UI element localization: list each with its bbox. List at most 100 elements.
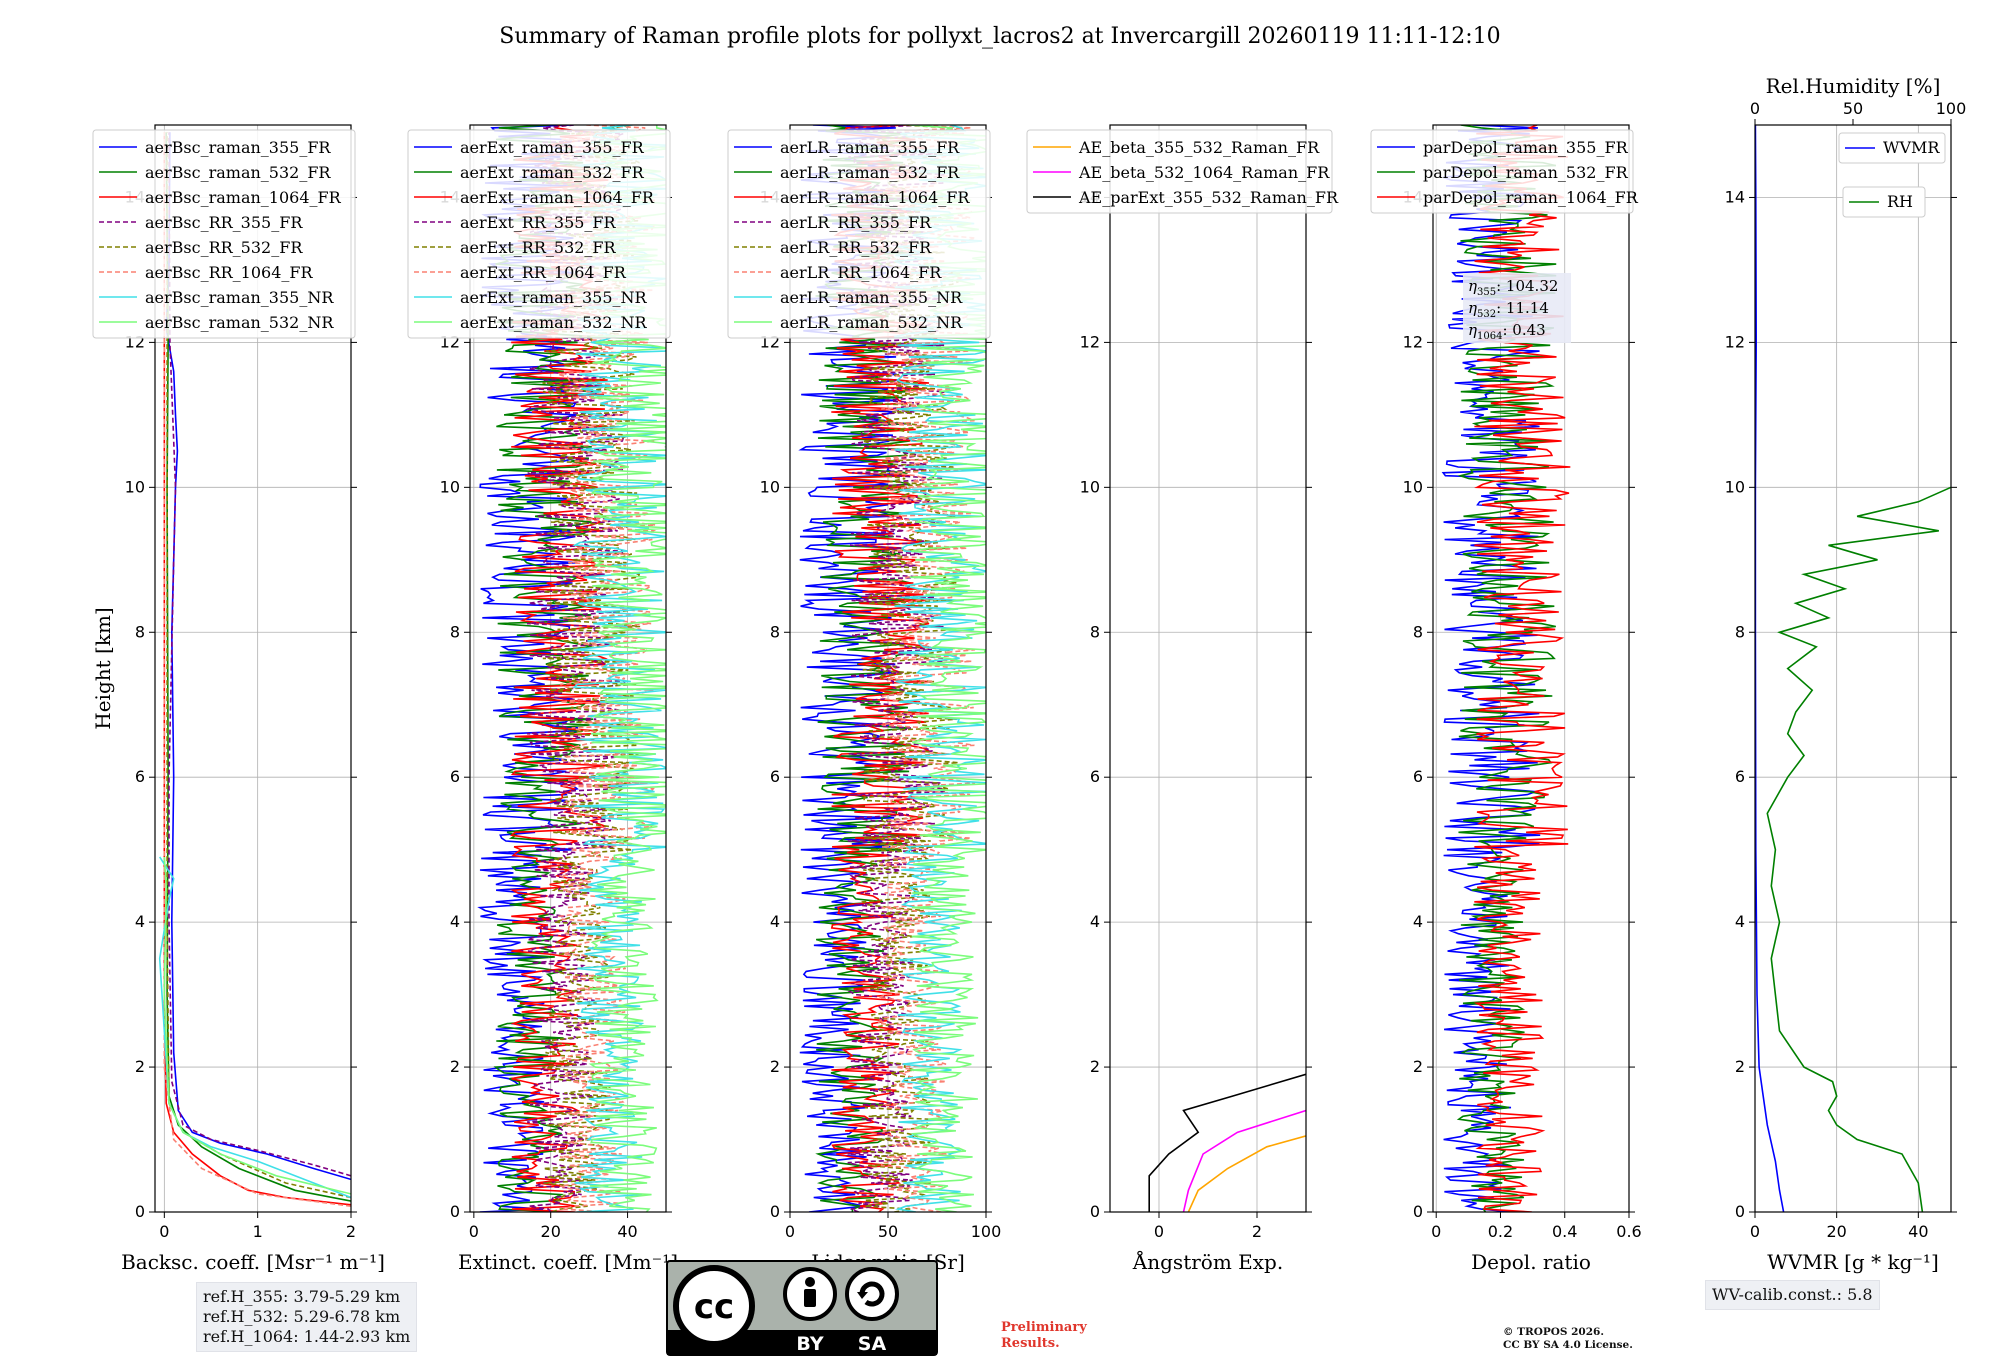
x-tick-label: 0.6 bbox=[1616, 1222, 1641, 1241]
legend: AE_beta_355_532_Raman_FR AE_beta_532_1064… bbox=[1026, 129, 1339, 214]
legend-label: aerExt_raman_532_FR bbox=[460, 163, 645, 182]
legend: aerLR_raman_355_FR aerLR_raman_532_FR aerL… bbox=[727, 129, 991, 339]
legend: aerBsc_raman_355_FR aerBsc_raman_532_FRae… bbox=[92, 129, 356, 339]
y-tick-label: 2 bbox=[770, 1057, 780, 1076]
y-tick-label: 2 bbox=[450, 1057, 460, 1076]
legend-label: AE_parExt_355_532_Raman_FR bbox=[1078, 188, 1339, 207]
y-tick-label: 0 bbox=[1413, 1202, 1423, 1221]
y-tick-label: 8 bbox=[1735, 622, 1745, 641]
legend-frame bbox=[1842, 186, 1926, 218]
y-tick-label: 8 bbox=[135, 622, 145, 641]
y-tick-label: 0 bbox=[1090, 1202, 1100, 1221]
ref-height-532: ref.H_532: 5.29-6.78 km bbox=[203, 1307, 401, 1326]
legend-label: aerExt_RR_532_FR bbox=[460, 238, 617, 257]
legend-label: parDepol_raman_532_FR bbox=[1423, 163, 1629, 182]
x-tick-label: 40 bbox=[617, 1222, 637, 1241]
x-tick-label: 0.4 bbox=[1552, 1222, 1577, 1241]
plot-area bbox=[158, 132, 351, 1207]
legend-label: AE_beta_532_1064_Raman_FR bbox=[1078, 163, 1330, 182]
y-tick-label: 10 bbox=[760, 477, 780, 496]
legend-label: aerLR_raman_1064_FR bbox=[780, 188, 970, 207]
legend-label: aerLR_raman_355_FR bbox=[780, 138, 960, 157]
copyright-note: © TROPOS 2026. CC BY SA 4.0 License. bbox=[1503, 1326, 1633, 1351]
ref-height-1064: ref.H_1064: 1.44-2.93 km bbox=[203, 1327, 411, 1346]
legend-label: aerBsc_raman_532_FR bbox=[145, 163, 331, 182]
legend-RH: RH bbox=[1842, 186, 1926, 218]
cc-license-badge: cc BY SA bbox=[666, 1260, 938, 1356]
legend-label: aerExt_raman_1064_FR bbox=[460, 188, 655, 207]
panel-ae: 0202468101214Ångström Exp.AE_beta_355_53… bbox=[1026, 124, 1339, 1274]
legend-label: aerBsc_RR_355_FR bbox=[145, 213, 303, 232]
y-tick-label: 4 bbox=[1413, 912, 1423, 931]
plot-area bbox=[1755, 125, 1951, 1212]
legend-label: aerBsc_raman_355_FR bbox=[145, 138, 331, 157]
legend-label: aerExt_raman_355_NR bbox=[460, 288, 648, 307]
legend-label: RH bbox=[1887, 192, 1913, 211]
axes-frame bbox=[154, 124, 352, 1213]
y-tick-label: 6 bbox=[1413, 767, 1423, 786]
series-RH bbox=[1766, 486, 1951, 1212]
legend-label: aerLR_RR_1064_FR bbox=[780, 263, 942, 282]
legend-label: aerLR_RR_355_FR bbox=[780, 213, 932, 232]
top-x-tick-label: 100 bbox=[1936, 99, 1967, 118]
top-x-axis-label: Rel.Humidity [%] bbox=[1766, 74, 1941, 98]
x-tick-label: 2 bbox=[1252, 1222, 1262, 1241]
legend-frame bbox=[92, 129, 356, 339]
y-tick-label: 10 bbox=[125, 477, 145, 496]
ref-height-box: ref.H_355: 3.79-5.29 km ref.H_532: 5.29-… bbox=[196, 1282, 418, 1352]
plot-area bbox=[1148, 1073, 1306, 1212]
legend-label: aerLR_RR_532_FR bbox=[780, 238, 932, 257]
y-tick-label: 12 bbox=[1080, 332, 1100, 351]
legend-frame bbox=[1370, 129, 1634, 214]
legend-label: aerExt_raman_355_FR bbox=[460, 138, 645, 157]
y-tick-label: 6 bbox=[770, 767, 780, 786]
x-tick-label: 2 bbox=[346, 1222, 356, 1241]
legend-label: aerBsc_RR_532_FR bbox=[145, 238, 303, 257]
legend-label: aerExt_RR_355_FR bbox=[460, 213, 617, 232]
x-axis-label: Extinct. coeff. [Mm⁻¹] bbox=[458, 1250, 678, 1274]
legend-label: aerBsc_raman_355_NR bbox=[145, 288, 334, 307]
x-tick-label: 0 bbox=[1154, 1222, 1164, 1241]
panel-depol: 00.20.40.602468101214Depol. ratioparDepo… bbox=[1370, 124, 1642, 1274]
series-AE_parExt_355_532_Raman_FR bbox=[1148, 1073, 1306, 1212]
legend-label: aerLR_raman_532_NR bbox=[780, 313, 963, 332]
legend-label: aerExt_RR_1064_FR bbox=[460, 263, 627, 282]
series-AE_beta_355_532_Raman_FR bbox=[1187, 1135, 1306, 1212]
y-tick-label: 6 bbox=[1090, 767, 1100, 786]
y-tick-label: 4 bbox=[135, 912, 145, 931]
legend-label: AE_beta_355_532_Raman_FR bbox=[1078, 138, 1320, 157]
annotation-frame bbox=[1463, 273, 1571, 343]
legend-frame bbox=[1838, 132, 1946, 164]
eta-value: η1064: 0.43 bbox=[1468, 321, 1546, 342]
legend-label: aerBsc_raman_532_NR bbox=[145, 313, 334, 332]
x-tick-label: 0.2 bbox=[1488, 1222, 1513, 1241]
axes-frame bbox=[469, 124, 667, 1213]
copyright-line-2: CC BY SA 4.0 License. bbox=[1503, 1338, 1633, 1351]
series-aerBsc_raman_532_NR bbox=[163, 856, 351, 1195]
y-tick-label: 0 bbox=[1735, 1202, 1745, 1221]
copyright-line-1: © TROPOS 2026. bbox=[1503, 1326, 1605, 1338]
x-tick-label: 40 bbox=[1908, 1222, 1928, 1241]
y-tick-label: 2 bbox=[135, 1057, 145, 1076]
axes-frame bbox=[1754, 124, 1952, 1213]
y-tick-label: 8 bbox=[1090, 622, 1100, 641]
series-aerExt_RR_355_FR bbox=[526, 125, 626, 1212]
share-alike-icon bbox=[845, 1267, 899, 1321]
legend-frame bbox=[1026, 129, 1333, 214]
series-aerBsc_raman_355_NR bbox=[158, 856, 351, 1199]
x-tick-label: 100 bbox=[971, 1222, 1002, 1241]
legend-label: parDepol_raman_355_FR bbox=[1423, 138, 1629, 157]
series-WVMR bbox=[1755, 125, 1785, 1212]
panel-bsc: 01202468101214Backsc. coeff. [Msr⁻¹ m⁻¹]… bbox=[91, 124, 385, 1274]
x-tick-label: 50 bbox=[878, 1222, 898, 1241]
y-tick-label: 6 bbox=[450, 767, 460, 786]
y-tick-label: 12 bbox=[1403, 332, 1423, 351]
legend-label: aerLR_raman_355_NR bbox=[780, 288, 963, 307]
figure-title: Summary of Raman profile plots for polly… bbox=[499, 24, 1500, 49]
legend-label: WVMR bbox=[1883, 138, 1940, 157]
y-tick-label: 0 bbox=[770, 1202, 780, 1221]
wv-calib-box: WV-calib.const.: 5.8 bbox=[1705, 1280, 1880, 1310]
legend-frame bbox=[407, 129, 671, 339]
x-tick-label: 20 bbox=[1826, 1222, 1846, 1241]
